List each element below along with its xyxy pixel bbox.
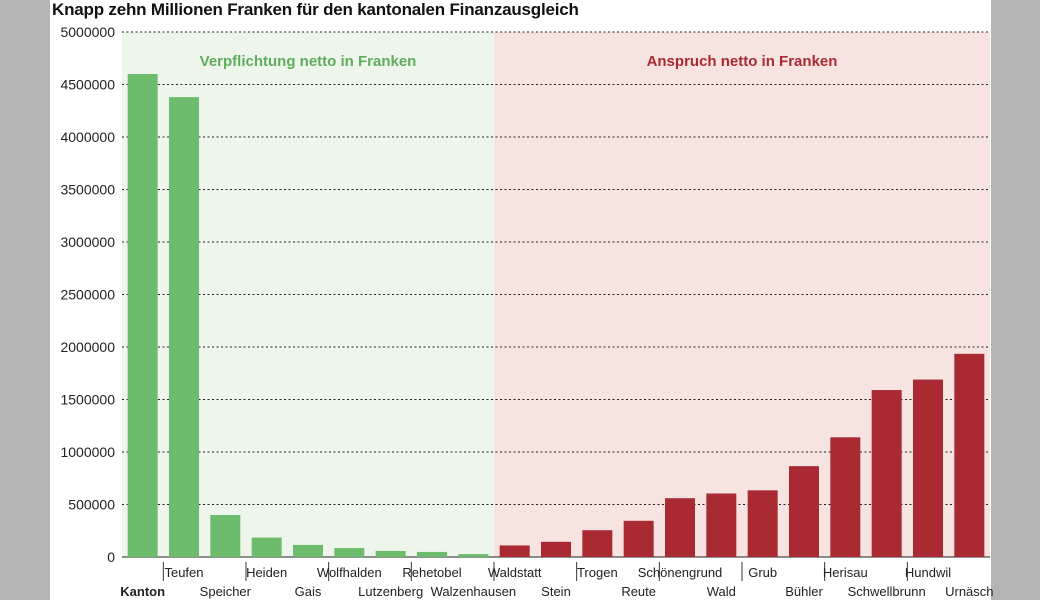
- bar-heiden: [251, 537, 282, 557]
- x-tick-label: Wald: [707, 584, 736, 599]
- bar-grub: [747, 490, 778, 557]
- bar-teufen: [169, 97, 199, 557]
- x-tick-label: Trogen: [577, 565, 618, 580]
- y-tick-label: 4500000: [60, 77, 115, 93]
- x-tick-label: Teufen: [164, 565, 203, 580]
- y-tick-label: 500000: [68, 497, 115, 513]
- x-tick-label: Bühler: [785, 584, 823, 599]
- x-tick-label: Urnäsch: [945, 584, 993, 599]
- x-tick-label: Reute: [621, 584, 656, 599]
- x-tick-label: Wolfhalden: [317, 565, 382, 580]
- y-tick-label: 3500000: [60, 182, 115, 198]
- x-tick-label: Schönengrund: [638, 565, 723, 580]
- y-tick-label: 2000000: [60, 339, 115, 355]
- x-tick-label: Walzenhausen: [431, 584, 517, 599]
- bar-wolfhalden: [334, 548, 365, 557]
- x-tick-label: Rehetobel: [402, 565, 461, 580]
- bar-trogen: [582, 530, 613, 557]
- y-tick-label: 2500000: [60, 287, 115, 303]
- x-tick-label: Gais: [295, 584, 322, 599]
- y-tick-label: 1500000: [60, 392, 115, 408]
- group-label-1: Verpflichtung netto in Franken: [200, 53, 417, 70]
- y-tick-label: 4000000: [60, 129, 115, 145]
- group-label-2: Anspruch netto in Franken: [647, 53, 838, 70]
- bar-kanton: [127, 74, 158, 557]
- x-tick-label: Kanton: [120, 584, 165, 599]
- bar-herisau: [830, 437, 861, 557]
- bar-waldstatt: [499, 545, 530, 557]
- y-tick-label: 3000000: [60, 234, 115, 250]
- bar-urnäsch: [954, 353, 985, 557]
- bar-schönengrund: [665, 498, 695, 557]
- bar-reute: [623, 520, 654, 557]
- y-tick-label: 0: [107, 549, 115, 565]
- x-tick-label: Lutzenberg: [358, 584, 423, 599]
- bar-schwellbrunn: [871, 390, 902, 557]
- x-tick-label: Grub: [748, 565, 777, 580]
- x-tick-label: Hundwil: [905, 565, 951, 580]
- bar-stein: [541, 541, 571, 557]
- bar-hundwil: [913, 379, 943, 557]
- bar-wald: [706, 493, 737, 557]
- x-tick-label: Heiden: [246, 565, 287, 580]
- x-tick-label: Stein: [541, 584, 571, 599]
- y-tick-label: 1000000: [60, 444, 115, 460]
- bar-speicher: [210, 515, 241, 557]
- x-tick-label: Herisau: [823, 565, 868, 580]
- x-tick-label: Speicher: [200, 584, 252, 599]
- bar-gais: [293, 544, 323, 557]
- x-tick-label: Schwellbrunn: [848, 584, 926, 599]
- bar-rehetobel: [417, 551, 447, 557]
- bar-walzenhausen: [458, 554, 489, 557]
- bar-bühler: [789, 466, 819, 557]
- bar-lutzenberg: [375, 550, 406, 557]
- x-tick-label: Waldstatt: [488, 565, 542, 580]
- y-tick-label: 5000000: [60, 24, 115, 40]
- chart-title: Knapp zehn Millionen Franken für den kan…: [52, 0, 579, 19]
